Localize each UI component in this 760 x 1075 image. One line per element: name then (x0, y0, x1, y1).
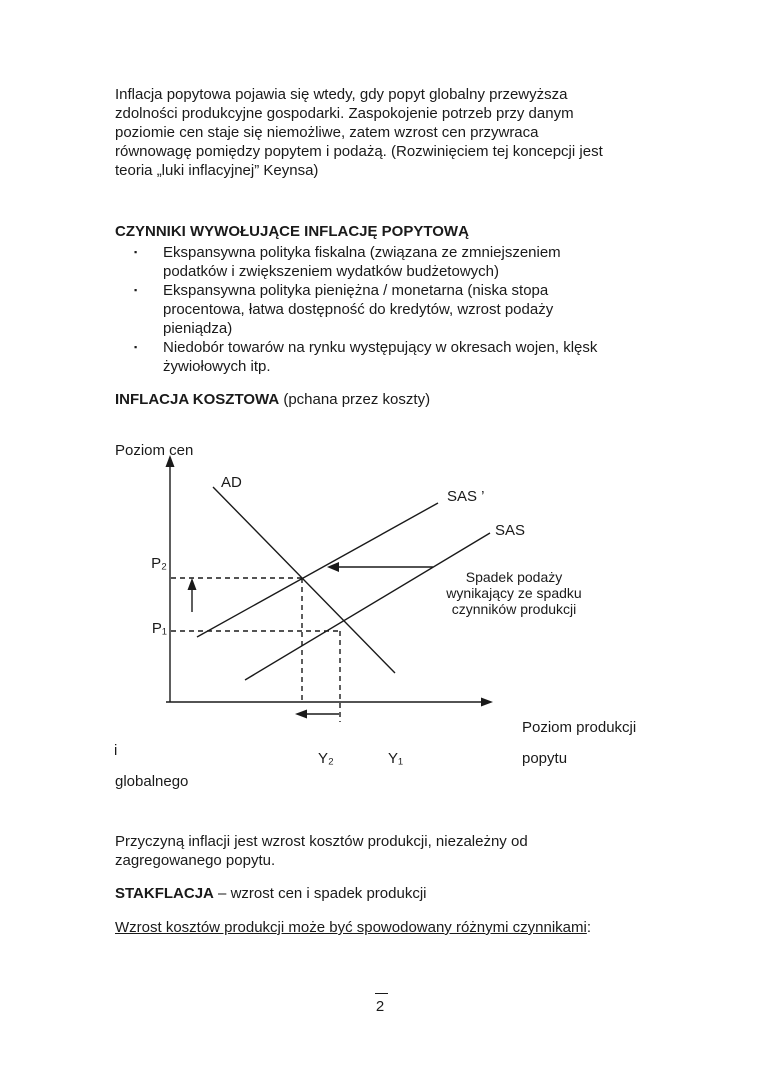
price-level-p1-label: P₁ (151, 620, 167, 637)
x-axis-arrowhead-icon (481, 697, 493, 707)
cost-factors-colon: : (586, 919, 591, 936)
list-item: ▪ Niedobór towarów na rynku występujący … (115, 338, 650, 376)
page-number: 2 (375, 998, 385, 1015)
price-up-arrowhead-icon (187, 578, 197, 590)
footer-separator (375, 993, 388, 994)
intro-paragraph: Inflacja popytowa pojawia się wtedy, gdy… (115, 86, 603, 179)
y-axis-label: Poziom cen (115, 442, 194, 459)
cost-factors-lead-line: Wzrost kosztów produkcji może być spowod… (115, 918, 655, 937)
sas-prime-curve-label: SAS ’ (447, 488, 485, 505)
output-y2-label: Y₂ (318, 750, 334, 767)
stagflation-term: STAKFLACJA (115, 885, 214, 902)
x-axis-label-line1: Poziom produkcji (522, 719, 637, 736)
output-left-arrowhead-icon (295, 709, 307, 719)
sas-prime-curve (196, 502, 439, 638)
x-axis-label-i: i (114, 742, 118, 759)
x-axis-label-line2: popytu (522, 750, 568, 767)
stagflation-definition: – wzrost cen i spadek produkcji (213, 885, 427, 902)
stagflation-line: STAKFLACJA – wzrost cen i spadek produkc… (115, 884, 645, 903)
list-item-text: Niedobór towarów na rynku występujący w … (163, 339, 598, 375)
sas-curve-label: SAS (495, 522, 526, 539)
list-item-text: Ekspansywna polityka fiskalna (związana … (163, 244, 561, 280)
output-y1-label: Y₁ (388, 750, 404, 767)
cost-heading-rest: (pchana przez koszty) (279, 391, 431, 408)
bullet-icon: ▪ (134, 342, 138, 352)
ad-curve (212, 486, 396, 674)
list-item: ▪ Ekspansywna polityka fiskalna (związan… (115, 243, 650, 281)
supply-drop-annotation: Spadek podaży wynikający ze spadku czynn… (446, 569, 582, 617)
list-item: ▪ Ekspansywna polityka pieniężna / monet… (115, 281, 650, 338)
list-item-text: Ekspansywna polityka pieniężna / monetar… (163, 282, 554, 337)
cost-factors-underlined: Wzrost kosztów produkcji może być spowod… (115, 919, 587, 936)
section-heading-demand-inflation: CZYNNIKI WYWOŁUJĄCE INFLACJĘ POPYTOWĄ (115, 223, 469, 240)
x-axis-label-line3: globalnego (115, 773, 189, 790)
ad-curve-label: AD (221, 474, 242, 491)
cost-inflation-paragraph: Przyczyną inflacji jest wzrost kosztów p… (115, 833, 528, 869)
bullet-icon: ▪ (134, 247, 138, 257)
demand-factors-list: ▪ Ekspansywna polityka fiskalna (związan… (115, 243, 650, 376)
cost-heading-bold: INFLACJA KOSZTOWA (115, 391, 280, 408)
bullet-icon: ▪ (134, 285, 138, 295)
price-level-p2-label: P₂ (151, 555, 167, 572)
section-heading-cost-inflation: INFLACJA KOSZTOWA (pchana przez koszty) (115, 390, 645, 409)
supply-shift-arrowhead-icon (327, 562, 339, 572)
